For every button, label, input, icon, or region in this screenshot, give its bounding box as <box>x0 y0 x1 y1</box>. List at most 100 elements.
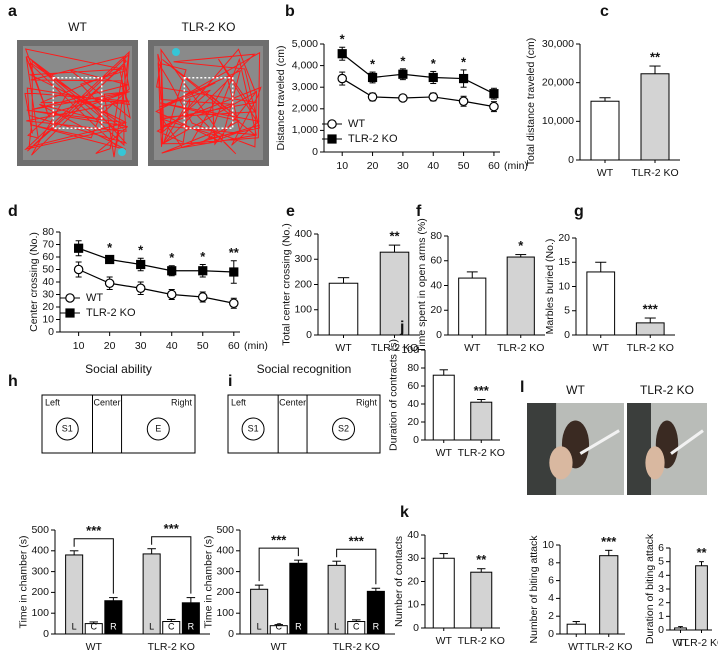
y-tick-label: 2 <box>658 596 664 608</box>
y-tick-label: 100 <box>294 304 312 316</box>
image-label: WT <box>68 20 87 34</box>
x-tick-label: WT <box>672 637 689 649</box>
significance: *** <box>349 534 365 549</box>
bar <box>674 627 687 631</box>
y-tick-label: 30,000 <box>542 38 574 50</box>
y-tick-label: 0 <box>312 146 318 158</box>
panel-letter: j <box>399 319 404 336</box>
chamber-label: Center <box>279 397 306 407</box>
chamber-label: Right <box>356 397 378 407</box>
y-tick-label: 4 <box>548 592 554 604</box>
y-tick-label: 10 <box>558 280 570 292</box>
y-tick-label: 300 <box>216 565 234 577</box>
y-tick-label: 100 <box>31 607 49 619</box>
y-tick-label: 80 <box>42 226 54 238</box>
significance: * <box>340 32 346 47</box>
bar <box>695 565 708 631</box>
y-tick-label: 60 <box>430 255 442 267</box>
hand <box>645 446 665 480</box>
x-tick-label: WT <box>568 641 585 653</box>
y-tick-label: 2,000 <box>292 103 318 115</box>
y-tick-label: 0 <box>564 329 570 341</box>
marker <box>458 73 469 84</box>
y-tick-label: 300 <box>31 565 49 577</box>
significance: ** <box>476 552 487 567</box>
legend-marker <box>327 119 337 129</box>
image-label: TLR-2 KO <box>640 383 694 397</box>
y-tick-label: 100 <box>401 344 419 356</box>
track <box>24 48 131 158</box>
photo-bg <box>527 403 557 495</box>
x-tick-label: TLR-2 KO <box>333 641 380 653</box>
x-tick-label: TLR-2 KO <box>148 641 195 653</box>
marker <box>428 92 439 102</box>
y-tick-label: 30 <box>407 552 419 564</box>
bar-series-label: R <box>373 621 380 631</box>
bar <box>328 282 359 336</box>
y-tick-label: 60 <box>42 251 54 263</box>
marker <box>74 243 84 253</box>
marker <box>167 266 177 276</box>
y-tick-label: 500 <box>216 524 234 536</box>
y-axis-label: Number of biting attack <box>528 535 540 644</box>
y-tick-label: 20 <box>407 416 419 428</box>
marker <box>135 283 146 294</box>
bar <box>250 588 269 635</box>
y-tick-label: 20 <box>558 232 570 244</box>
y-tick-label: 0 <box>658 624 664 636</box>
significance: * <box>518 238 524 253</box>
legend-label: TLR-2 KO <box>86 307 136 319</box>
chamber-label: Left <box>45 397 61 407</box>
marker <box>337 73 348 84</box>
bar <box>181 602 200 635</box>
x-tick-label: WT <box>271 641 288 653</box>
panel-letter: b <box>285 3 295 20</box>
y-axis-label: Duration of biting attack <box>644 533 656 644</box>
x-tick-label: 60 <box>488 160 500 172</box>
y-axis-label: Number of contacts <box>393 536 405 627</box>
chamber-box <box>41 394 196 454</box>
y-tick-label: 1,000 <box>292 124 318 136</box>
y-tick-label: 0 <box>228 628 234 640</box>
y-tick-label: 10 <box>542 539 554 551</box>
bar <box>162 621 181 635</box>
significance: ** <box>650 49 661 64</box>
cage <box>332 417 356 441</box>
x-tick-label: 20 <box>104 340 116 352</box>
center-zone <box>52 77 103 129</box>
bar-series-label: L <box>72 621 77 631</box>
y-tick-label: 0 <box>413 622 419 634</box>
cage-label: S2 <box>338 423 349 433</box>
bar <box>566 623 586 635</box>
marker <box>228 298 239 309</box>
bar-series-label: C <box>353 621 360 631</box>
bar <box>289 562 308 635</box>
marker <box>398 93 408 103</box>
panel-title: Social recognition <box>257 362 352 376</box>
x-tick-label: TLR-2 KO <box>585 641 632 653</box>
y-tick-label: 10 <box>42 313 54 325</box>
x-tick-label: TLR-2 KO <box>497 342 544 354</box>
y-axis-label: Distance traveled (cm) <box>275 45 287 150</box>
x-tick-label: 50 <box>197 340 209 352</box>
x-tick-label: 10 <box>336 160 348 172</box>
chamber-label: Center <box>94 397 121 407</box>
y-tick-label: 3,000 <box>292 81 318 93</box>
legend-marker <box>327 134 337 144</box>
marker <box>367 72 378 83</box>
panel-letter: k <box>400 504 409 521</box>
y-tick-label: 20 <box>42 301 54 313</box>
y-tick-label: 0 <box>413 434 419 446</box>
y-axis-label: Total center crossing (No.) <box>280 223 292 346</box>
marker <box>367 92 378 102</box>
significance: ** <box>389 229 400 244</box>
y-tick-label: 50 <box>42 263 54 275</box>
significance-bracket <box>336 548 377 585</box>
bar <box>586 271 616 336</box>
significance: ** <box>229 245 240 260</box>
bar-series-label: R <box>188 621 195 631</box>
marker <box>229 267 239 277</box>
marker <box>166 289 177 300</box>
bar <box>432 374 455 441</box>
